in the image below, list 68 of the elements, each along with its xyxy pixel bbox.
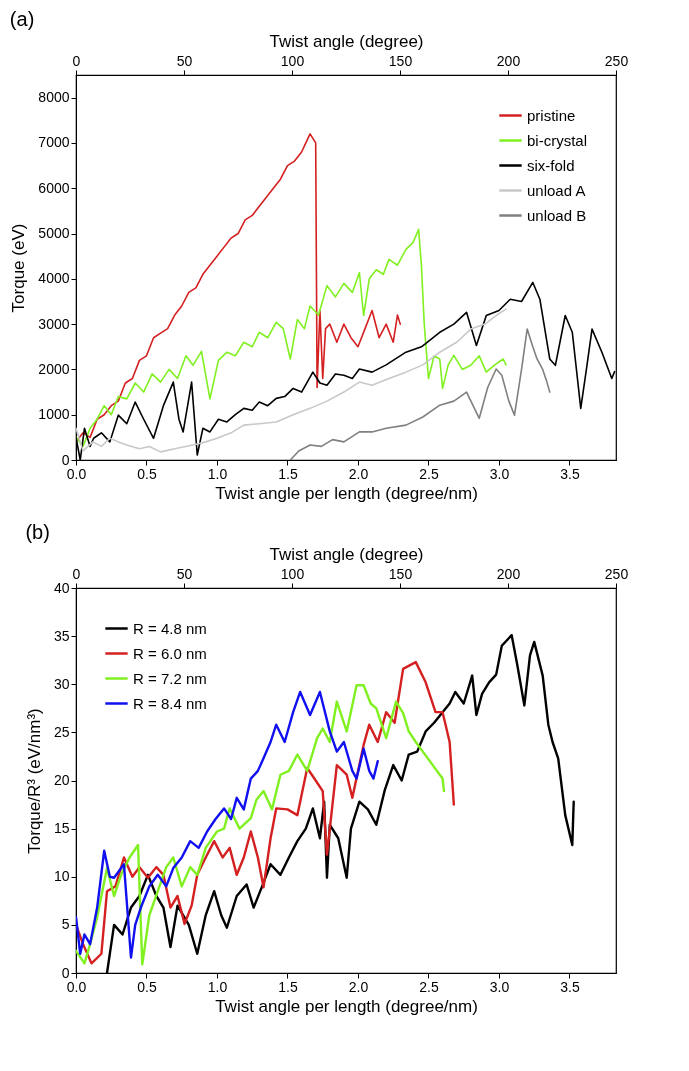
line-series [76, 228, 507, 448]
y-tick-label: 25 [53, 723, 70, 740]
x-tick-label: 1.0 [207, 978, 228, 995]
x2-tick-label: 200 [496, 565, 521, 582]
y-axis-title: Torque/R³ (eV/nm³) [24, 708, 44, 854]
legend-label: R = 7.2 nm [133, 669, 207, 687]
x-tick-label: 0.5 [137, 465, 157, 482]
y-tick-label: 30 [53, 675, 70, 692]
x2-tick-label: 50 [176, 565, 193, 582]
x-tick-label: 2.0 [348, 465, 369, 482]
y-tick-label: 5 [61, 916, 70, 933]
y-tick-label: 0 [61, 451, 70, 468]
x2-tick-label: 150 [388, 52, 413, 69]
x-tick-label: 3.5 [560, 465, 580, 482]
x-axis-title: Twist angle per length (degree/nm) [215, 483, 478, 503]
legend-label: R = 8.4 nm [133, 694, 207, 712]
line-series [76, 690, 379, 959]
y-tick-label: 15 [53, 820, 70, 837]
x-tick-label: 0.0 [66, 978, 87, 995]
legend-label: unload B [527, 206, 587, 224]
y-tick-label: 5000 [38, 225, 70, 242]
y-tick-label: 1000 [38, 406, 70, 423]
x-tick-label: 1.5 [278, 978, 298, 995]
line-series [105, 633, 575, 973]
line-series [289, 328, 551, 460]
chart-title: (a) [9, 8, 35, 30]
y-tick-label: 40 [53, 579, 70, 596]
x-tick-label: 1.5 [278, 465, 298, 482]
y-tick-label: 8000 [38, 89, 70, 106]
y-axis-title: Torque (eV) [9, 223, 29, 313]
x-tick-label: 2.0 [348, 978, 369, 995]
x2-tick-label: 50 [176, 52, 193, 69]
x2-tick-label: 100 [280, 565, 305, 582]
x2-tick-label: 0 [72, 52, 81, 69]
x-tick-label: 0.5 [137, 978, 157, 995]
y-tick-label: 10 [53, 868, 70, 885]
legend-label: six-fold [527, 156, 575, 174]
y-tick-label: 0 [61, 964, 70, 981]
x2-tick-label: 250 [604, 565, 629, 582]
x-axis-title: Twist angle per length (degree/nm) [215, 996, 478, 1016]
x2-tick-label: 150 [388, 565, 413, 582]
x-tick-label: 0.0 [66, 465, 87, 482]
x2-tick-label: 250 [604, 52, 629, 69]
x-tick-label: 2.5 [419, 465, 439, 482]
y-tick-label: 4000 [38, 270, 70, 287]
x-tick-label: 1.0 [207, 465, 228, 482]
legend-label: R = 4.8 nm [133, 619, 207, 637]
x2-tick-label: 0 [72, 565, 81, 582]
y-tick-label: 35 [53, 627, 70, 644]
x2-tick-label: 200 [496, 52, 521, 69]
x-tick-label: 3.0 [489, 978, 510, 995]
legend-label: pristine [527, 106, 576, 124]
x-tick-label: 3.0 [489, 465, 510, 482]
x2-tick-label: 100 [280, 52, 305, 69]
legend-label: R = 6.0 nm [133, 644, 207, 662]
chart-title: (b) [25, 521, 50, 543]
y-tick-label: 2000 [38, 360, 70, 377]
legend-label: bi-crystal [527, 131, 588, 149]
x2-axis-title: Twist angle (degree) [269, 31, 424, 51]
y-tick-label: 7000 [38, 134, 70, 151]
x-tick-label: 2.5 [419, 978, 439, 995]
legend-label: unload A [527, 181, 586, 199]
x-tick-label: 3.5 [560, 978, 580, 995]
y-tick-label: 20 [53, 772, 70, 788]
x2-axis-title: Twist angle (degree) [269, 544, 424, 564]
y-tick-label: 6000 [38, 179, 70, 196]
y-tick-label: 3000 [38, 315, 70, 332]
line-series [76, 308, 507, 453]
